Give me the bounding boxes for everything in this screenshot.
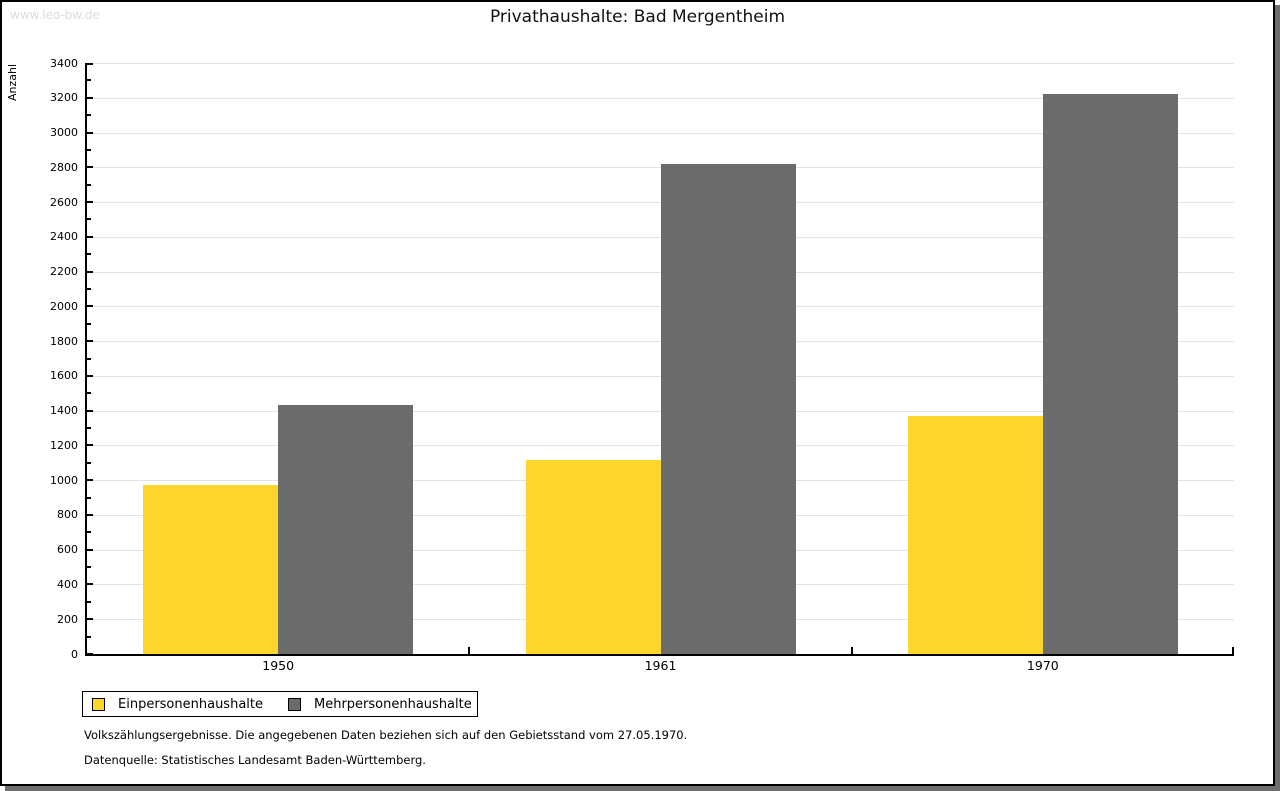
legend-item: Einpersonenhaushalte xyxy=(92,697,263,712)
x-axis-category-label: 1961 xyxy=(644,658,677,673)
gridline xyxy=(87,63,1234,64)
y-axis-major-tick xyxy=(87,374,93,377)
y-axis-minor-tick xyxy=(87,600,91,603)
y-axis-major-tick xyxy=(87,201,93,204)
watermark: www.leo-bw.de xyxy=(10,8,100,22)
y-axis-major-tick xyxy=(87,409,93,412)
y-axis-major-tick xyxy=(87,131,93,134)
y-axis-minor-tick xyxy=(87,148,91,151)
note-datasource: Datenquelle: Statistisches Landesamt Bad… xyxy=(84,753,426,767)
plot-area: 0 200 400 600 800 1000 1200 1400 1600 1800 2000 220… xyxy=(50,57,1234,673)
y-axis-major-tick xyxy=(87,340,93,343)
gridline xyxy=(87,132,1234,134)
y-axis-minor-tick xyxy=(87,287,91,290)
y-axis-major-tick xyxy=(87,444,93,447)
y-axis-minor-tick xyxy=(87,531,91,534)
y-axis-tick-label: 1200 xyxy=(50,438,78,452)
y-axis-tick-label: 2200 xyxy=(50,265,78,279)
bar-1950-einpersonen xyxy=(143,485,279,654)
y-axis-label: Anzahl xyxy=(6,63,19,101)
y-axis-major-tick xyxy=(87,653,93,655)
y-axis-tick-label: 800 xyxy=(57,508,78,522)
y-axis-minor-tick xyxy=(87,253,91,256)
y-axis-minor-tick xyxy=(87,218,91,221)
legend-item: Mehrpersonenhaushalte xyxy=(288,697,472,712)
y-axis-tick-label: 3000 xyxy=(50,126,78,140)
y-axis-tick-label: 1800 xyxy=(50,334,78,348)
y-axis-minor-tick xyxy=(87,392,91,395)
chart-title: Privathaushalte: Bad Mergentheim xyxy=(489,7,786,27)
y-axis-major-tick xyxy=(87,305,93,308)
legend-swatch xyxy=(92,697,105,711)
y-axis-tick-label: 3400 xyxy=(50,56,78,70)
y-axis-major-tick xyxy=(87,479,93,482)
y-axis-major-tick xyxy=(87,618,93,621)
y-axis-minor-tick xyxy=(87,183,91,186)
bar-1961-mehrpersonen xyxy=(660,163,796,654)
y-axis-minor-tick xyxy=(87,566,91,569)
y-axis-tick-label: 2600 xyxy=(50,195,78,209)
y-axis-tick-label: 200 xyxy=(57,612,78,626)
y-axis-minor-tick xyxy=(87,322,91,325)
y-axis-tick-label: 2800 xyxy=(50,160,78,174)
y-axis-tick-label: 600 xyxy=(57,543,78,557)
y-axis-tick-label: 0 xyxy=(71,647,78,661)
y-axis-minor-tick xyxy=(87,461,91,464)
y-axis-major-tick xyxy=(87,270,93,273)
x-axis-category-label: 1970 xyxy=(1026,658,1059,673)
gridline xyxy=(87,97,1234,99)
y-axis-minor-tick xyxy=(87,496,91,499)
bar-1950-mehrpersonen xyxy=(278,405,414,654)
legend-label: Mehrpersonenhaushalte xyxy=(314,696,472,712)
legend-swatch xyxy=(288,697,301,711)
y-axis-tick-label: 3200 xyxy=(50,91,78,105)
y-axis-minor-tick xyxy=(87,427,91,430)
y-axis-tick-label: 2000 xyxy=(50,299,78,313)
bar-1970-einpersonen xyxy=(907,415,1043,654)
bar-1961-einpersonen xyxy=(525,460,661,654)
y-axis-major-tick xyxy=(87,583,93,586)
y-axis-major-tick xyxy=(87,96,93,99)
y-axis-minor-tick xyxy=(87,114,91,117)
y-axis-tick-label: 400 xyxy=(57,577,78,591)
y-axis-major-tick xyxy=(87,235,93,238)
y-axis-major-tick xyxy=(87,63,93,65)
y-axis-minor-tick xyxy=(87,79,91,82)
y-axis-minor-tick xyxy=(87,357,91,360)
y-axis-tick-label: 1400 xyxy=(50,404,78,418)
x-axis-tick xyxy=(1232,647,1234,654)
y-axis-major-tick xyxy=(87,548,93,551)
legend-label: Einpersonenhaushalte xyxy=(118,696,263,712)
y-axis-tick-label: 1000 xyxy=(50,473,78,487)
bar-1970-mehrpersonen xyxy=(1042,94,1178,654)
y-axis-major-tick xyxy=(87,166,93,169)
note-census: Volkszählungsergebnisse. Die angegebenen… xyxy=(84,728,688,742)
y-axis-minor-tick xyxy=(87,635,91,638)
y-axis-major-tick xyxy=(87,513,93,516)
legend: Einpersonenhaushalte Mehrpersonenhaushalt… xyxy=(82,691,478,717)
x-axis-category-label: 1950 xyxy=(262,658,295,673)
y-axis-tick-label: 2400 xyxy=(50,230,78,244)
x-axis-tick xyxy=(851,647,853,654)
x-axis-tick xyxy=(468,647,470,654)
y-axis-tick-label: 1600 xyxy=(50,369,78,383)
